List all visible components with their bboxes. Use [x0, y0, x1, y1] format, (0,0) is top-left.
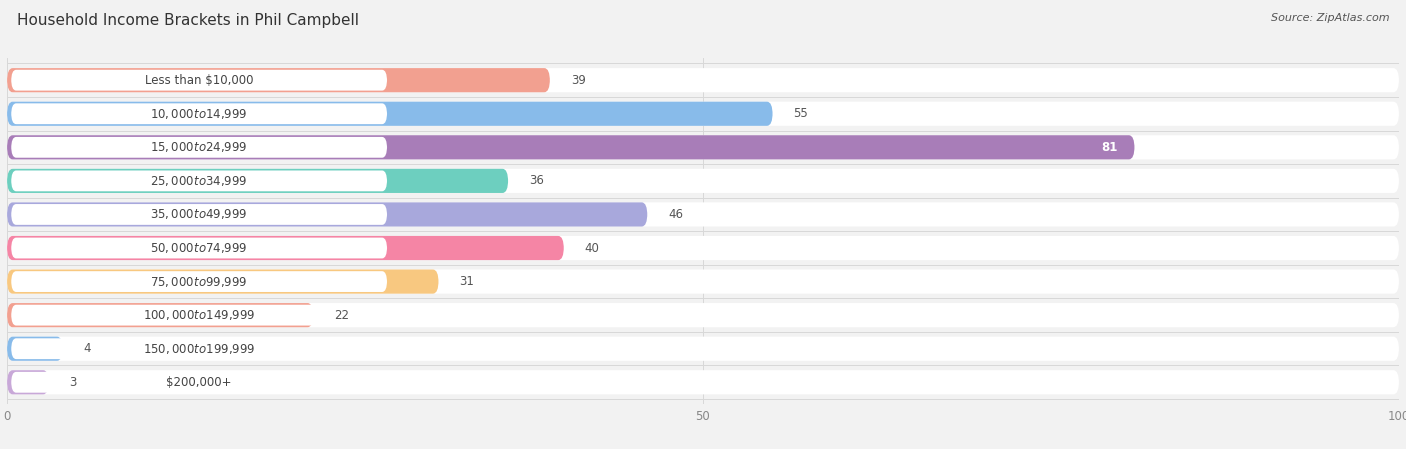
FancyBboxPatch shape — [7, 236, 564, 260]
FancyBboxPatch shape — [11, 137, 387, 158]
Text: 31: 31 — [460, 275, 474, 288]
Text: 36: 36 — [529, 174, 544, 187]
FancyBboxPatch shape — [7, 202, 1399, 227]
FancyBboxPatch shape — [7, 236, 1399, 260]
FancyBboxPatch shape — [7, 169, 508, 193]
Text: Less than $10,000: Less than $10,000 — [145, 74, 253, 87]
Text: $75,000 to $99,999: $75,000 to $99,999 — [150, 275, 247, 289]
FancyBboxPatch shape — [7, 169, 1399, 193]
FancyBboxPatch shape — [7, 303, 1399, 327]
Text: $200,000+: $200,000+ — [166, 376, 232, 389]
Text: 46: 46 — [668, 208, 683, 221]
Text: Household Income Brackets in Phil Campbell: Household Income Brackets in Phil Campbe… — [17, 13, 359, 28]
FancyBboxPatch shape — [11, 171, 387, 191]
Text: Source: ZipAtlas.com: Source: ZipAtlas.com — [1271, 13, 1389, 23]
FancyBboxPatch shape — [7, 135, 1135, 159]
Text: $100,000 to $149,999: $100,000 to $149,999 — [143, 308, 256, 322]
Text: $35,000 to $49,999: $35,000 to $49,999 — [150, 207, 247, 221]
FancyBboxPatch shape — [7, 337, 63, 361]
Text: $10,000 to $14,999: $10,000 to $14,999 — [150, 107, 247, 121]
Text: $15,000 to $24,999: $15,000 to $24,999 — [150, 141, 247, 154]
Text: 40: 40 — [585, 242, 599, 255]
FancyBboxPatch shape — [7, 370, 1399, 394]
FancyBboxPatch shape — [7, 370, 49, 394]
Text: 3: 3 — [70, 376, 77, 389]
FancyBboxPatch shape — [7, 68, 550, 92]
FancyBboxPatch shape — [11, 103, 387, 124]
FancyBboxPatch shape — [11, 238, 387, 259]
FancyBboxPatch shape — [11, 372, 387, 393]
FancyBboxPatch shape — [7, 68, 1399, 92]
FancyBboxPatch shape — [7, 101, 773, 126]
Text: 39: 39 — [571, 74, 586, 87]
FancyBboxPatch shape — [11, 204, 387, 225]
Text: 4: 4 — [83, 342, 91, 355]
Text: 81: 81 — [1101, 141, 1118, 154]
FancyBboxPatch shape — [11, 305, 387, 326]
Text: $50,000 to $74,999: $50,000 to $74,999 — [150, 241, 247, 255]
FancyBboxPatch shape — [11, 271, 387, 292]
FancyBboxPatch shape — [7, 101, 1399, 126]
Text: 55: 55 — [793, 107, 808, 120]
FancyBboxPatch shape — [7, 269, 1399, 294]
FancyBboxPatch shape — [11, 70, 387, 91]
Text: $150,000 to $199,999: $150,000 to $199,999 — [143, 342, 256, 356]
FancyBboxPatch shape — [7, 269, 439, 294]
FancyBboxPatch shape — [7, 303, 314, 327]
Text: $25,000 to $34,999: $25,000 to $34,999 — [150, 174, 247, 188]
FancyBboxPatch shape — [7, 337, 1399, 361]
FancyBboxPatch shape — [7, 202, 647, 227]
FancyBboxPatch shape — [11, 338, 387, 359]
FancyBboxPatch shape — [7, 135, 1399, 159]
Text: 22: 22 — [335, 308, 349, 321]
